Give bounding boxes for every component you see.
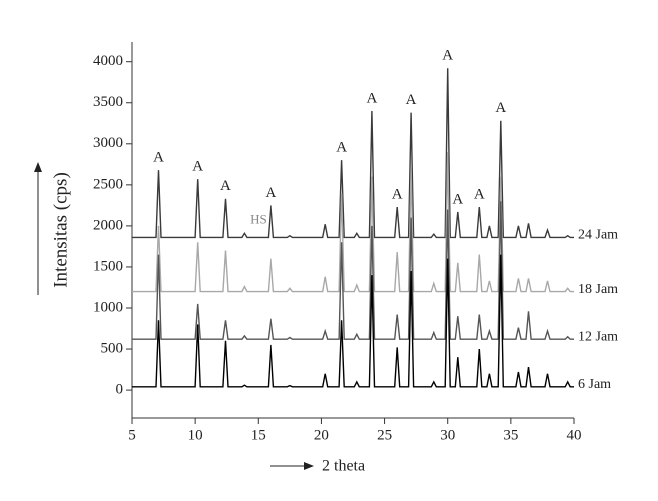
series-label: 24 Jam: [578, 228, 618, 243]
x-tick-label: 20: [314, 427, 329, 443]
annotation: A: [153, 150, 164, 166]
x-tick-label: 30: [440, 427, 455, 443]
y-arrow-head: [34, 162, 42, 172]
annotation: A: [392, 186, 403, 202]
x-tick-label: 15: [251, 427, 266, 443]
x-tick-label: 35: [503, 427, 518, 443]
annotation: A: [452, 191, 463, 207]
series-label: 6 Jam: [578, 377, 611, 392]
x-arrow-head: [304, 462, 314, 470]
series-line: [132, 254, 574, 388]
x-tick-label: 25: [377, 427, 392, 443]
annotation: A: [442, 48, 453, 64]
y-tick-label: 2500: [93, 176, 123, 192]
y-tick-label: 1000: [93, 299, 123, 315]
annotation: A: [192, 159, 203, 175]
annotation: A: [495, 100, 506, 116]
y-tick-label: 2000: [93, 217, 123, 233]
annotation: A: [220, 178, 231, 194]
annotation: A: [336, 140, 347, 156]
annotation: A: [265, 185, 276, 201]
series-line: [132, 68, 574, 239]
series-label: 12 Jam: [578, 329, 618, 344]
annotation: HS: [250, 211, 267, 226]
x-tick-label: 5: [128, 427, 136, 443]
x-tick-label: 10: [188, 427, 203, 443]
y-tick-label: 0: [116, 382, 124, 398]
y-tick-label: 500: [101, 340, 124, 356]
series-label: 18 Jam: [578, 282, 618, 297]
y-tick-label: 1500: [93, 258, 123, 274]
x-axis-title: 2 theta: [322, 458, 365, 475]
y-tick-label: 3500: [93, 94, 123, 110]
y-tick-label: 3000: [93, 135, 123, 151]
annotation: A: [367, 90, 378, 106]
series-line: [132, 151, 574, 293]
annotation: A: [406, 92, 417, 108]
y-tick-label: 4000: [93, 53, 123, 69]
series-line: [132, 201, 574, 340]
x-tick-label: 40: [567, 427, 582, 443]
annotation: A: [474, 186, 485, 202]
y-axis-title: Intensitas (cps): [50, 172, 71, 288]
